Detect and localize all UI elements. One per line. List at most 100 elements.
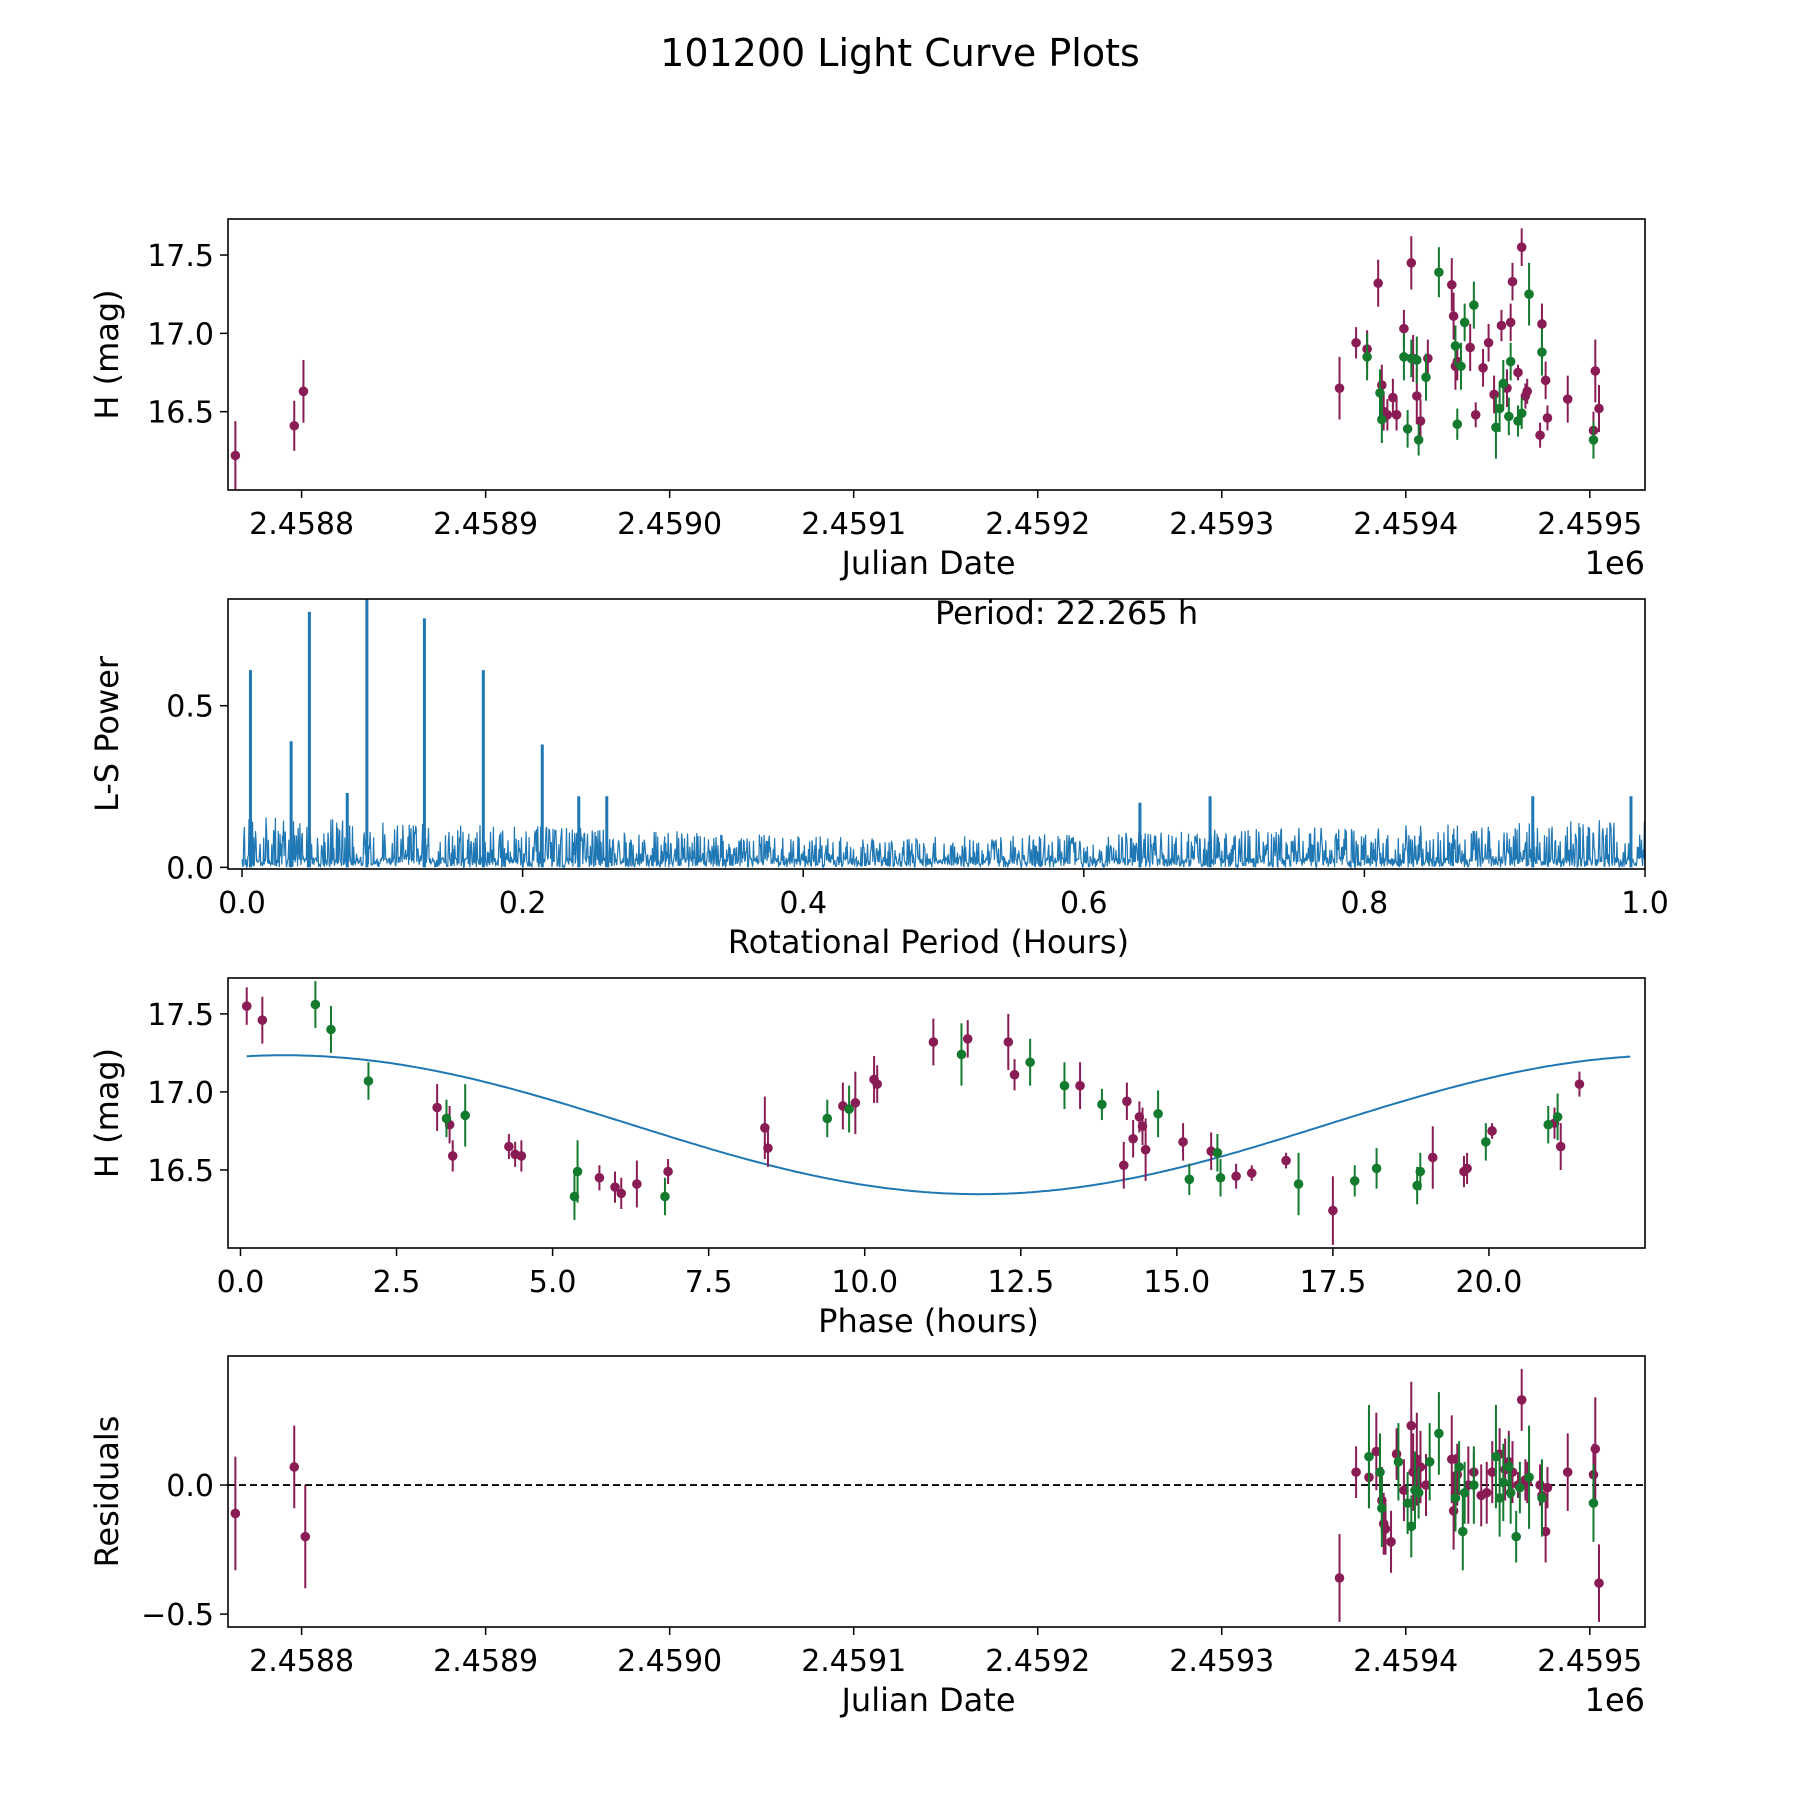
x-tick-label: 5.0 xyxy=(529,1265,577,1300)
data-point xyxy=(1555,1141,1566,1152)
y-tick-label: 0.0 xyxy=(166,1469,214,1504)
data-point xyxy=(1009,1069,1020,1080)
data-point xyxy=(1537,1493,1547,1503)
data-point xyxy=(1178,1137,1188,1147)
data-point xyxy=(289,420,300,431)
data-point xyxy=(460,1110,471,1121)
data-point xyxy=(1562,1467,1573,1477)
x-tick-label: 7.5 xyxy=(685,1265,733,1300)
series-green-filter xyxy=(1364,1392,1599,1571)
data-point xyxy=(1448,311,1459,321)
data-point xyxy=(1215,1172,1226,1183)
data-point xyxy=(822,1113,833,1124)
x-tick-label: 2.4593 xyxy=(1169,507,1274,542)
data-point xyxy=(1458,1526,1468,1537)
x-tick-label: 1.0 xyxy=(1621,886,1669,921)
data-point xyxy=(1351,1467,1361,1477)
data-point xyxy=(1424,1457,1435,1467)
data-point xyxy=(1505,1487,1516,1498)
data-point xyxy=(1540,375,1551,386)
series-red-filter xyxy=(241,987,1585,1245)
data-point xyxy=(289,1462,300,1472)
data-point xyxy=(1516,408,1527,419)
data-point xyxy=(298,386,309,397)
data-point xyxy=(763,1143,773,1153)
data-point xyxy=(1522,386,1533,397)
data-point xyxy=(1524,1472,1534,1483)
y-axis-label: Residuals xyxy=(88,1416,126,1568)
data-point xyxy=(1483,337,1494,348)
data-point xyxy=(1402,1498,1413,1508)
data-point xyxy=(1594,1578,1604,1588)
x-tick-label: 10.0 xyxy=(831,1265,898,1300)
data-point xyxy=(1543,1119,1554,1130)
periodogram-noise-line xyxy=(241,817,1645,869)
x-tick-label: 2.4592 xyxy=(985,507,1090,542)
period-annotation: Period: 22.265 h xyxy=(935,594,1198,632)
x-tick-label: 2.4590 xyxy=(617,507,722,542)
data-point xyxy=(1491,1451,1501,1462)
series-red-filter xyxy=(230,228,1604,490)
data-point xyxy=(1412,355,1422,365)
data-point xyxy=(326,1024,336,1035)
x-tick-label: 2.4589 xyxy=(433,1644,538,1679)
data-point xyxy=(1371,1163,1382,1174)
data-point xyxy=(850,1098,861,1108)
data-point xyxy=(1328,1205,1338,1216)
data-point xyxy=(1025,1057,1035,1068)
data-point xyxy=(1351,337,1361,348)
y-tick-label: −0.5 xyxy=(141,1598,214,1633)
data-point xyxy=(1498,1477,1509,1488)
x-tick-label: 0.0 xyxy=(218,886,266,921)
data-point xyxy=(1590,366,1601,376)
data-point xyxy=(1412,391,1422,401)
data-point xyxy=(1498,378,1509,389)
data-point xyxy=(1446,279,1457,290)
data-point xyxy=(1413,1487,1424,1498)
data-point xyxy=(1393,1457,1404,1467)
data-point xyxy=(1399,323,1409,334)
data-point xyxy=(1128,1133,1138,1144)
y-tick-label: 17.0 xyxy=(147,1076,214,1111)
data-point xyxy=(1496,320,1507,331)
data-point xyxy=(1375,1467,1385,1477)
data-point xyxy=(230,450,241,461)
data-point xyxy=(1462,1163,1472,1174)
data-point xyxy=(1542,1482,1553,1493)
data-point xyxy=(1588,1498,1599,1508)
x-offset-label: 1e6 xyxy=(1585,544,1645,582)
data-point xyxy=(1535,430,1545,440)
data-point xyxy=(1434,1428,1444,1439)
data-point xyxy=(1511,1531,1521,1542)
data-point xyxy=(1450,1493,1461,1503)
x-tick-label: 2.4588 xyxy=(249,507,354,542)
x-tick-label: 2.4594 xyxy=(1353,507,1458,542)
x-tick-label: 0.6 xyxy=(1060,886,1108,921)
data-point xyxy=(1456,361,1466,372)
data-point xyxy=(928,1037,939,1047)
data-point xyxy=(1491,422,1501,433)
data-point xyxy=(610,1182,620,1192)
data-point xyxy=(1097,1099,1107,1110)
series-green-filter xyxy=(1362,247,1599,459)
data-point xyxy=(1507,276,1518,287)
data-point xyxy=(1494,403,1505,414)
data-point xyxy=(1465,342,1475,353)
data-point xyxy=(1184,1174,1195,1185)
data-point xyxy=(1552,1112,1563,1122)
x-tick-label: 2.5 xyxy=(373,1265,421,1300)
data-point xyxy=(1231,1171,1241,1182)
panels-container: 2.4588 2.4589 2.4590 2.4591 2.4592 2.4593 2.45… xyxy=(88,218,1669,1719)
data-point xyxy=(1375,388,1385,398)
x-tick-label: 0.8 xyxy=(1341,886,1389,921)
y-tick-label: 16.5 xyxy=(147,396,214,431)
x-tick-label: 20.0 xyxy=(1456,1265,1523,1300)
model-fit-curve xyxy=(246,1054,1631,1196)
data-point xyxy=(1537,347,1547,357)
data-point xyxy=(1388,392,1398,403)
data-point xyxy=(1415,1462,1426,1472)
data-point xyxy=(1446,1454,1457,1465)
data-point xyxy=(1540,1526,1551,1537)
data-point xyxy=(1505,317,1516,328)
data-point xyxy=(844,1104,854,1114)
